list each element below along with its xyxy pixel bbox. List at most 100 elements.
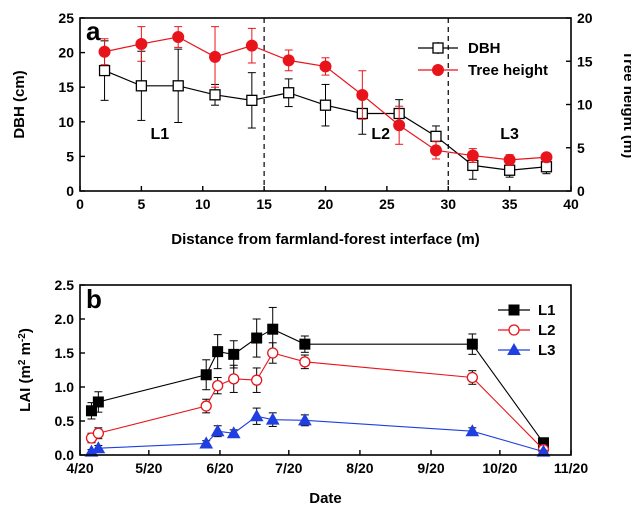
panel-a-x-tick-label: 40 [563, 196, 579, 212]
panel-a-x-tick-label: 35 [502, 196, 518, 212]
panel-b-x-tick-label: 9/20 [417, 460, 444, 476]
data-point [540, 151, 553, 164]
data-point [540, 161, 553, 173]
panel-a-x-tick-label: 15 [256, 196, 272, 212]
data-point [246, 94, 258, 106]
data-point [319, 60, 332, 73]
data-point [92, 396, 104, 408]
data-point [297, 413, 312, 426]
panel-a-series-tree-height [98, 26, 553, 166]
panel-a-x-tick-label: 0 [76, 196, 84, 212]
panel-a-legend: DBH Tree height [418, 40, 548, 79]
data-point [200, 369, 212, 381]
panel-b-axes: 4/20 5/20 6/20 7/20 8/20 9/20 10/20 11/20 0.0 0.5… [55, 277, 589, 476]
panel-a-y2-tick-label: 5 [577, 140, 585, 156]
panel-b-y-tick-label: 0.5 [55, 413, 75, 429]
panel-b-x-tick-label: 11/20 [554, 460, 588, 476]
panel-a-y-tick-label: 15 [58, 79, 74, 95]
panel-b-x-tick-label: 7/20 [275, 460, 302, 476]
data-point [135, 37, 148, 50]
data-point [91, 441, 106, 454]
panel-a-x-tick-label: 25 [379, 196, 395, 212]
panel-a-y2-tick-label: 15 [577, 53, 593, 69]
panel-a-x-axis-title: Distance from farmland-forest interface … [171, 231, 479, 248]
data-point [503, 164, 516, 176]
panel-a-y-tick-label: 10 [58, 114, 74, 130]
panel-b-y-axis-title: LAI (m2 m-2) [17, 328, 35, 412]
data-point [85, 405, 97, 417]
panel-b-series-l2 [85, 342, 550, 456]
series-line [91, 415, 544, 453]
zone-label: L3 [500, 126, 519, 143]
panel-b-marks [84, 306, 551, 457]
panel-a-x-tick-label: 20 [318, 196, 334, 212]
data-point [282, 54, 295, 67]
zone-label: L2 [371, 126, 390, 143]
panel-a-y-tick-label: 25 [58, 10, 74, 26]
data-point [283, 87, 295, 99]
panel-b-x-tick-label: 8/20 [346, 460, 373, 476]
data-point [465, 424, 480, 437]
data-point [209, 50, 222, 63]
panel-a-annotations: L1 L2 L3 [150, 126, 519, 143]
legend-marker [508, 324, 520, 336]
data-point [199, 436, 214, 449]
data-point [200, 400, 212, 412]
panel-b-y-tick-label: 0.0 [55, 447, 75, 463]
data-point [267, 347, 279, 359]
panel-b-label: b [86, 284, 102, 314]
data-point [92, 427, 105, 439]
legend-label: DBH [468, 40, 501, 57]
panel-a-label: a [86, 16, 101, 46]
panel-b-y-tick-label: 2.0 [55, 311, 75, 327]
legend-label: L1 [538, 302, 556, 319]
data-point [212, 379, 224, 392]
data-point [466, 338, 478, 350]
legend-label: Tree height [468, 62, 548, 79]
panel-a-y-tick-label: 20 [58, 45, 74, 61]
data-point [98, 64, 111, 77]
data-point [210, 424, 225, 437]
panel-a-y2-axis-title: Tree height (m) [620, 51, 631, 159]
data-point [98, 45, 111, 58]
panel-a-y-tick-label: 0 [66, 183, 74, 199]
panel-b-x-tick-label: 10/20 [482, 460, 517, 476]
data-point [503, 153, 516, 166]
data-point [228, 348, 240, 360]
data-point [356, 88, 369, 101]
panel-b-y-title-sup1: 2 [17, 359, 28, 365]
panel-b-frame [79, 284, 572, 456]
data-point [466, 371, 478, 384]
legend-label: L3 [538, 342, 556, 359]
data-point [393, 119, 406, 132]
legend-label: L2 [538, 322, 556, 339]
data-point [267, 323, 279, 335]
legend-marker [508, 304, 520, 316]
panel-b-y-tick-label: 1.5 [55, 345, 75, 361]
panel-a-x-tick-label: 10 [195, 196, 211, 212]
panel-b-y-tick-label: 1.0 [55, 379, 75, 395]
zone-label: L1 [150, 126, 169, 143]
panel-b-y-title-part2: m [17, 342, 34, 360]
data-point [172, 31, 185, 44]
panel-b-x-tick-label: 4/20 [66, 460, 93, 476]
panel-a-y-tick-label: 5 [66, 148, 74, 164]
panel-a-y2-tick-label: 20 [577, 10, 593, 26]
data-point [209, 89, 221, 101]
panel-b-legend: L1 L2 L3 [498, 302, 556, 359]
series-line [91, 328, 544, 444]
data-point [319, 99, 332, 111]
panel-a-marks [98, 18, 553, 191]
panel-a-x-tick-label: 30 [440, 196, 456, 212]
panel-b-x-tick-label: 5/20 [135, 460, 162, 476]
data-point [245, 39, 258, 52]
data-point [226, 426, 241, 439]
panel-b-series-l3 [84, 407, 551, 457]
panel-b-series-l1 [85, 306, 549, 449]
data-point [251, 332, 263, 344]
panel-b-y-tick-label: 2.5 [55, 277, 75, 293]
data-point [265, 412, 280, 425]
